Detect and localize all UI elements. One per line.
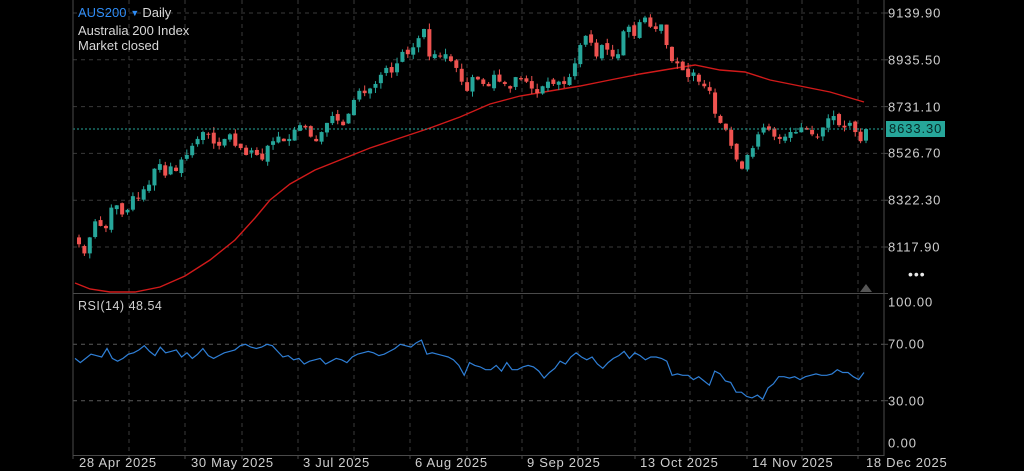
- instrument-name: Australia 200 Index: [78, 22, 190, 38]
- moving-average-line: [74, 64, 865, 293]
- price-tick-label: 8935.50: [888, 52, 942, 68]
- price-tick-label: 8322.30: [888, 192, 942, 208]
- candlestick-series: [77, 14, 868, 259]
- symbol-selector[interactable]: AUS200: [78, 5, 127, 20]
- time-tick-label: 13 Oct 2025: [640, 455, 719, 470]
- chart-legend: AUS200 ▼ Daily Australia 200 Index Market …: [78, 5, 189, 54]
- time-tick-label: 14 Nov 2025: [752, 455, 834, 470]
- rsi-line: [74, 339, 865, 401]
- panel-frame: [72, 0, 888, 459]
- time-tick-label: 6 Aug 2025: [415, 455, 488, 470]
- market-status: Market closed: [78, 38, 159, 53]
- current-price-badge: 8633.30: [886, 121, 946, 137]
- price-tick-label: 8731.10: [888, 99, 942, 115]
- rsi-tick-label: 100.00: [888, 294, 934, 310]
- price-tick-label: 8526.70: [888, 145, 942, 161]
- rsi-name: RSI(14): [78, 299, 125, 313]
- rsi-tick-label: 30.00: [888, 393, 926, 409]
- caret-down-icon[interactable]: ▼: [130, 8, 140, 18]
- time-tick-label: 9 Sep 2025: [527, 455, 601, 470]
- rsi-legend: RSI(14) 48.54: [78, 299, 162, 313]
- time-tick-label: 28 Apr 2025: [79, 455, 157, 470]
- price-tick-label: 9139.90: [888, 5, 942, 21]
- time-tick-label: 3 Jul 2025: [303, 455, 370, 470]
- scroll-to-latest-icon[interactable]: [860, 284, 872, 292]
- rsi-tick-label: 70.00: [888, 336, 926, 352]
- grid-lines: [73, 0, 884, 455]
- interval-label[interactable]: Daily: [142, 5, 172, 20]
- more-options-icon[interactable]: •••: [908, 266, 926, 282]
- time-tick-label: 18 Dec 2025: [866, 455, 948, 470]
- price-tick-label: 8117.90: [888, 239, 941, 255]
- rsi-value: 48.54: [128, 299, 163, 313]
- time-tick-label: 30 May 2025: [191, 455, 274, 470]
- rsi-tick-label: 0.00: [888, 435, 917, 451]
